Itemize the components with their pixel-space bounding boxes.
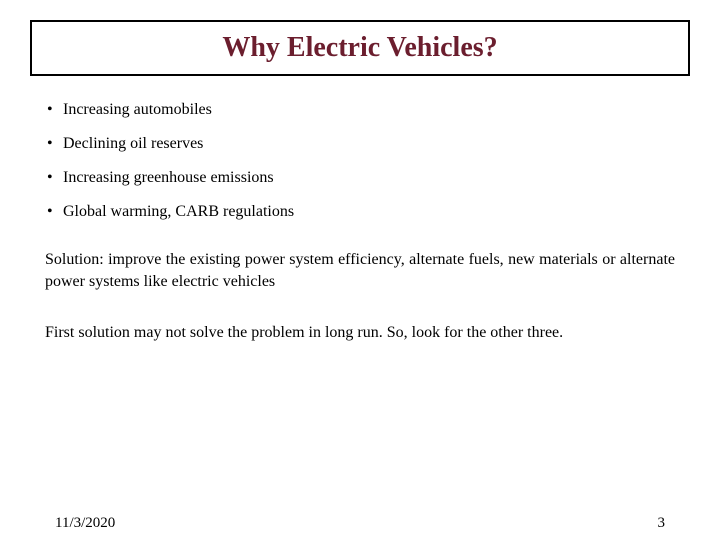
bullet-item: Global warming, CARB regulations <box>45 203 675 221</box>
content-area: Increasing automobiles Declining oil res… <box>0 76 720 344</box>
slide-title: Why Electric Vehicles? <box>32 32 688 64</box>
footer-date: 11/3/2020 <box>55 515 115 532</box>
footer-page-number: 3 <box>658 515 666 532</box>
title-container: Why Electric Vehicles? <box>30 20 690 76</box>
footer: 11/3/2020 3 <box>0 515 720 532</box>
bullet-item: Declining oil reserves <box>45 135 675 153</box>
bullet-item: Increasing greenhouse emissions <box>45 169 675 187</box>
conclusion-paragraph: First solution may not solve the problem… <box>45 322 675 344</box>
bullet-item: Increasing automobiles <box>45 101 675 119</box>
bullet-list: Increasing automobiles Declining oil res… <box>45 101 675 221</box>
solution-paragraph: Solution: improve the existing power sys… <box>45 249 675 292</box>
